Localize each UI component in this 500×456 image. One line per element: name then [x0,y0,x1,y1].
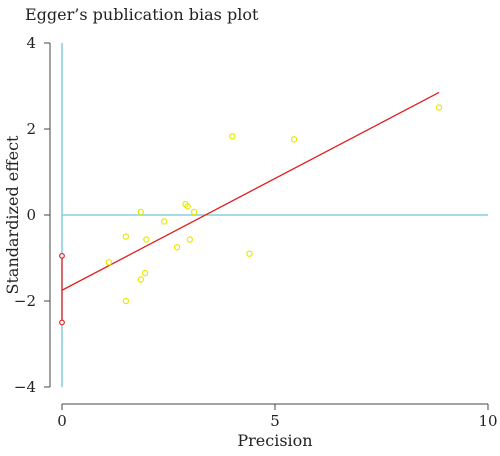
study-point [190,208,198,216]
chart-title: Egger’s publication bias plot [25,5,259,24]
regression-line [61,91,440,291]
study-point [105,259,113,266]
study-point [246,250,253,257]
study-point [435,104,443,111]
x-tick-label: 0 [57,412,67,430]
y-axis-title: Standardized effect [3,135,22,295]
reference-lines [61,43,488,387]
intercept-ci [59,252,65,326]
regression [61,91,440,291]
study-point [143,236,150,243]
y-tick-label: 2 [26,120,36,138]
x-tick-label: 5 [270,412,280,430]
ci-lower-marker [59,319,65,326]
study-point [161,218,168,225]
study-point [186,236,193,243]
study-point [137,208,145,216]
study-point [137,276,145,283]
axes [49,43,488,405]
y-ticks: −4 −2 0 2 4 [14,34,50,396]
y-tick-label: −2 [14,292,36,310]
study-point [173,244,181,251]
study-point [290,136,298,143]
y-tick-label: 4 [26,34,36,52]
study-point [184,203,191,210]
y-tick-label: 0 [26,206,36,224]
y-tick-label: −4 [14,378,36,396]
x-tick-label: 10 [478,412,497,430]
study-point [122,297,130,305]
study-point [229,133,236,140]
scatter-points [105,104,443,305]
x-ticks: 0 5 10 [57,404,498,430]
x-axis-title: Precision [237,431,312,450]
ci-upper-marker [59,252,65,259]
study-point [141,269,149,277]
study-point [122,233,130,240]
